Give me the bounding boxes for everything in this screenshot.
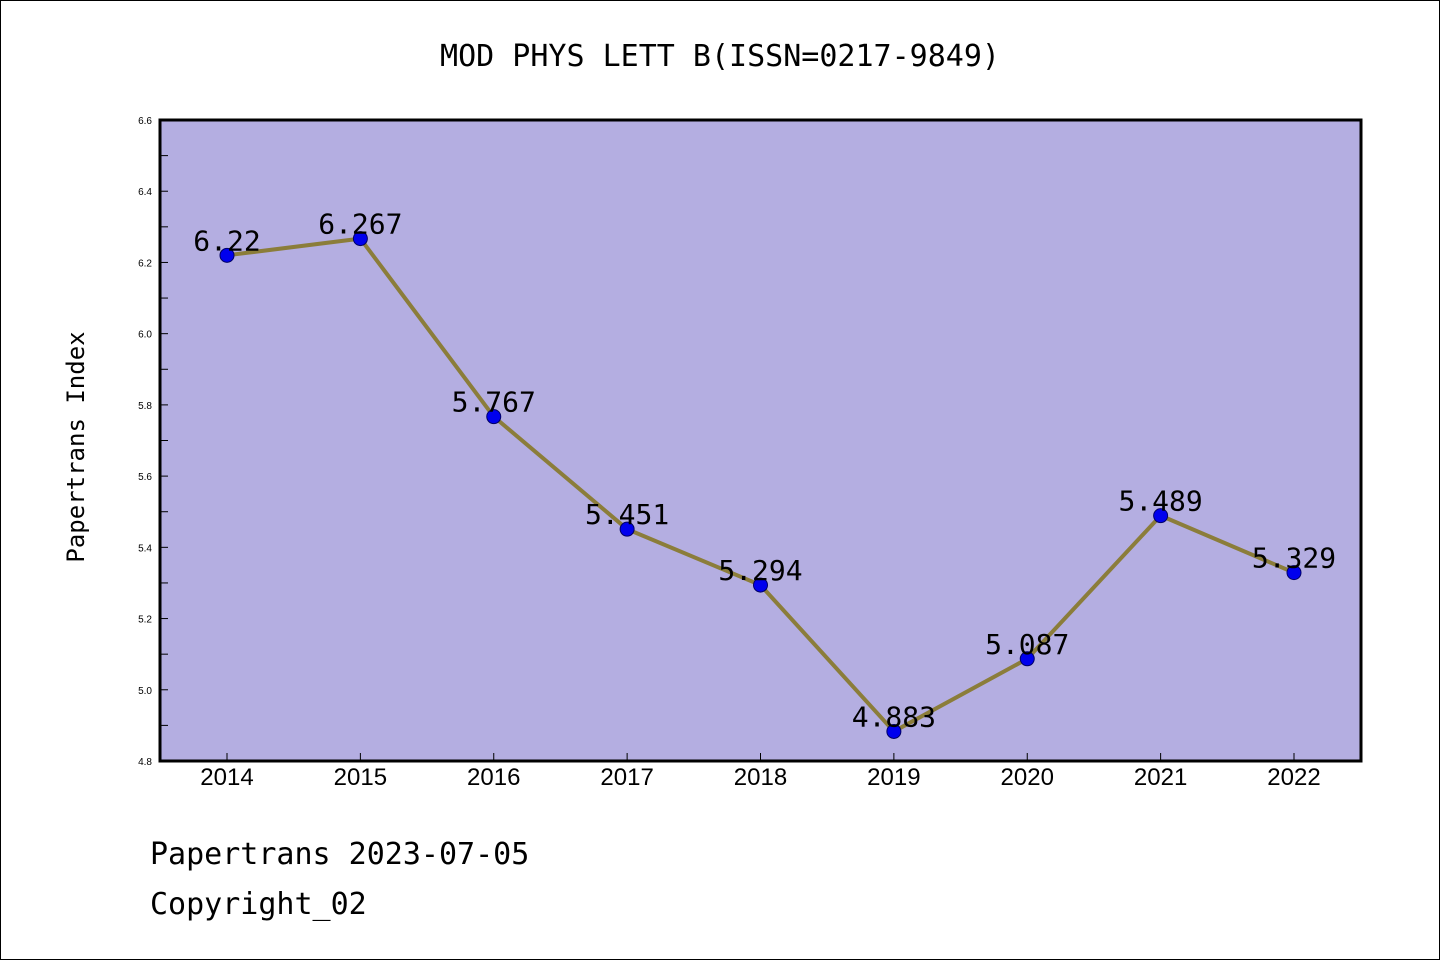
y-axis-label: Papertrans Index: [62, 331, 90, 562]
data-label: 6.267: [318, 208, 402, 241]
x-tick-label: 2019: [867, 764, 920, 791]
data-label: 5.767: [452, 386, 536, 419]
x-tick-label: 2015: [334, 764, 387, 791]
x-axis-ticks: 2014 2015 2016 2017 2018 2019 2020 2021 2022: [200, 753, 1321, 791]
data-label: 6.22: [193, 224, 260, 257]
y-tick-label: 5.4: [138, 543, 152, 554]
data-point: [486, 409, 502, 425]
y-tick-label: 6.2: [138, 258, 152, 269]
data-point: [219, 247, 235, 263]
x-tick-label: 2017: [600, 764, 653, 791]
data-point: [1286, 565, 1302, 581]
data-label: 5.451: [585, 498, 669, 531]
x-tick-label: 2018: [734, 764, 787, 791]
data-point: [1153, 508, 1169, 524]
data-point: [1019, 651, 1035, 667]
y-tick-label: 5.6: [138, 472, 152, 483]
footer-copyright: Copyright_02: [150, 887, 367, 922]
x-tick-label: 2022: [1267, 764, 1320, 791]
data-label: 5.087: [985, 628, 1069, 661]
y-tick-label: 5.0: [138, 686, 152, 697]
x-tick-label: 2014: [200, 764, 253, 791]
chart-title: MOD PHYS LETT B(ISSN=0217-9849): [440, 39, 1000, 74]
data-label: 5.329: [1252, 542, 1336, 575]
y-tick-label: 5.2: [138, 615, 152, 626]
data-label: 5.294: [718, 554, 802, 587]
series-layer: 6.22 6.267 5.767 5.451 5.294 4.883 5.087 5.489 5…: [193, 208, 1336, 739]
y-tick-label: 5.8: [138, 401, 152, 412]
x-tick-label: 2016: [467, 764, 520, 791]
y-tick-label: 6.4: [138, 187, 152, 198]
data-point: [886, 723, 902, 739]
y-tick-label: 6.0: [138, 330, 152, 341]
data-point: [753, 577, 768, 593]
y-tick-label: 6.6: [138, 116, 152, 127]
plot-area: [160, 120, 1361, 761]
plot-border: [158, 118, 1363, 763]
y-tick-label: 4.8: [138, 757, 152, 768]
data-label: 5.489: [1118, 485, 1202, 518]
data-point: [352, 231, 368, 247]
x-tick-label: 2020: [1001, 764, 1054, 791]
data-label: 4.883: [852, 700, 936, 733]
data-point: [619, 521, 635, 537]
footer-date: Papertrans 2023-07-05: [150, 837, 529, 872]
x-tick-label: 2021: [1134, 764, 1187, 791]
